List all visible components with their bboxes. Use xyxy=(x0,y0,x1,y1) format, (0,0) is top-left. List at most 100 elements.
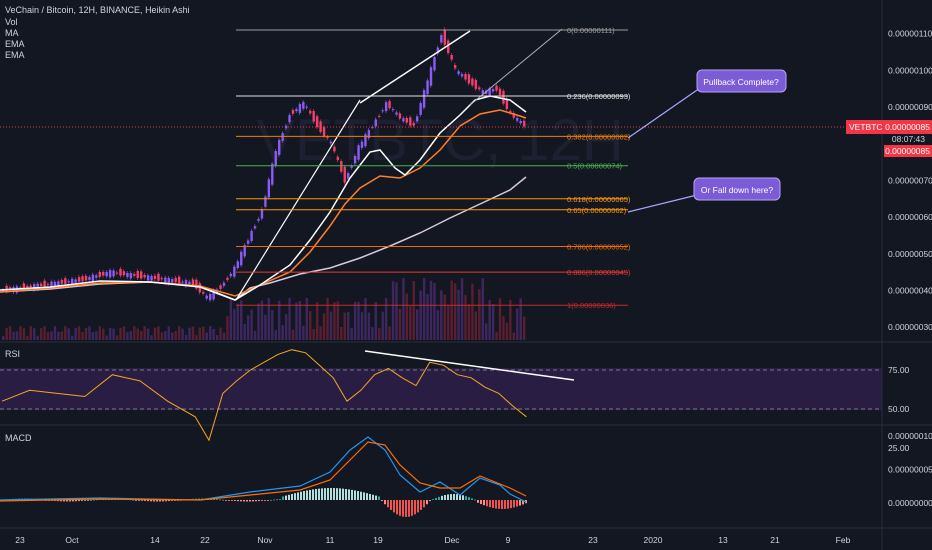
candle-body xyxy=(519,120,522,124)
volume-bar xyxy=(522,316,526,340)
candle-body xyxy=(305,106,308,108)
macd-hist-bar xyxy=(285,495,287,500)
volume-bar xyxy=(440,290,443,340)
callout-top-text: Pullback Complete? xyxy=(703,77,779,87)
macd-hist-bar xyxy=(138,500,140,501)
time-axis-tick: 2020 xyxy=(644,535,663,545)
candle-body xyxy=(46,284,50,286)
volume-bar xyxy=(288,298,291,340)
volume-bar xyxy=(519,298,522,340)
volume-bar xyxy=(426,294,429,340)
macd-line xyxy=(0,436,527,503)
macd-hist-bar xyxy=(243,500,245,502)
candle-body xyxy=(440,35,443,43)
volume-bar xyxy=(450,280,453,340)
candle-body xyxy=(464,73,467,80)
volume-bar xyxy=(405,293,409,340)
rsi-label[interactable]: RSI xyxy=(5,349,20,359)
volume-bar xyxy=(478,289,481,340)
macd-hist-bar xyxy=(150,500,152,502)
candle-body xyxy=(243,245,246,257)
macd-hist-bar xyxy=(159,500,161,502)
fib-retracement[interactable]: 0(0.00000111) 0.236(0.00000093) 0.382(0.00… xyxy=(236,26,631,310)
candle-body xyxy=(312,110,315,122)
indicator-ma[interactable]: MA xyxy=(5,28,19,38)
volume-bar xyxy=(509,299,512,340)
volume-bar xyxy=(333,302,336,340)
macd-hist-bar xyxy=(339,488,341,500)
candle-body xyxy=(271,163,274,185)
macd-signal-line xyxy=(0,441,527,502)
macd-hist-bar xyxy=(147,500,149,502)
macd-label[interactable]: MACD xyxy=(5,433,32,443)
macd-hist-bar xyxy=(414,500,416,515)
macd-hist-bar xyxy=(66,500,68,502)
indicator-ema-2[interactable]: EMA xyxy=(5,50,25,60)
candle-body xyxy=(108,270,112,278)
volume-bar xyxy=(429,280,433,340)
callout-top-box[interactable] xyxy=(696,69,787,93)
symbol-price-tag xyxy=(846,120,932,134)
macd-hist-bar xyxy=(480,500,482,505)
time-axis-tick: 11 xyxy=(326,535,335,545)
candle-body xyxy=(347,173,350,179)
candle-body xyxy=(229,273,233,277)
candle-body xyxy=(488,88,491,96)
current-price-label-2: 0.00000085 xyxy=(885,146,930,156)
candle-body xyxy=(467,74,471,84)
candle-body xyxy=(177,276,181,284)
candle-body xyxy=(205,295,208,299)
macd-hist-bar xyxy=(486,500,488,507)
volume-bar xyxy=(209,326,212,340)
volume-bar xyxy=(215,334,219,340)
indicator-ema-1[interactable]: EMA xyxy=(5,39,25,49)
candle-body xyxy=(381,110,384,112)
volume-bar xyxy=(398,308,402,340)
candle-body xyxy=(195,279,198,289)
candle-body xyxy=(74,279,77,283)
candle-body xyxy=(364,134,367,147)
candle-body xyxy=(53,281,57,287)
candle-body xyxy=(471,78,474,86)
candle-body xyxy=(426,80,429,95)
price-axis[interactable]: 0.00000110 0.00000100 0.00000090 0.00000070… xyxy=(888,29,932,333)
candle-body xyxy=(291,110,295,114)
candle-body xyxy=(240,251,243,266)
indicator-vol[interactable]: Vol xyxy=(5,17,18,27)
macd-hist-bar xyxy=(327,488,329,500)
macd-hist-bar xyxy=(387,500,389,508)
fib-level-label: 1(0.00000036) xyxy=(567,301,616,310)
volume-bar xyxy=(43,326,46,340)
candle-body xyxy=(129,272,133,279)
time-axis[interactable]: 23 Oct 14 22 Nov 11 19 Dec 9 23 2020 13 21 Feb xyxy=(15,535,850,545)
volume-bar xyxy=(50,331,53,340)
callout-bottom-box[interactable] xyxy=(693,177,781,201)
candle-body xyxy=(329,141,333,144)
macd-hist-bar xyxy=(468,497,470,500)
macd-hist-bar xyxy=(258,500,260,502)
macd-hist-bar xyxy=(246,500,248,502)
volume-bar xyxy=(367,312,371,340)
candle-body xyxy=(212,290,215,300)
candle-body xyxy=(419,103,422,115)
candle-body xyxy=(478,87,481,90)
volume-bar xyxy=(246,315,250,340)
current-price-label: 0.00000085 xyxy=(885,122,930,132)
macd-hist-bar xyxy=(351,489,353,500)
time-axis-tick: 22 xyxy=(200,535,210,545)
volume-bar xyxy=(291,329,295,340)
volume-bar xyxy=(105,335,108,340)
volume-bar xyxy=(202,326,205,340)
macd-hist-bar xyxy=(231,500,233,501)
volume-bar xyxy=(98,326,101,340)
candle-body xyxy=(98,271,101,277)
macd-hist-bar xyxy=(492,500,494,508)
macd-hist-bar xyxy=(318,488,320,500)
macd-hist-bar xyxy=(432,499,434,500)
volume-bar xyxy=(205,332,208,340)
volume-bar xyxy=(419,290,422,340)
macd-histogram xyxy=(0,488,527,517)
macd-hist-bar xyxy=(483,500,485,506)
volume-bar xyxy=(395,282,398,340)
candle-body xyxy=(398,113,402,119)
